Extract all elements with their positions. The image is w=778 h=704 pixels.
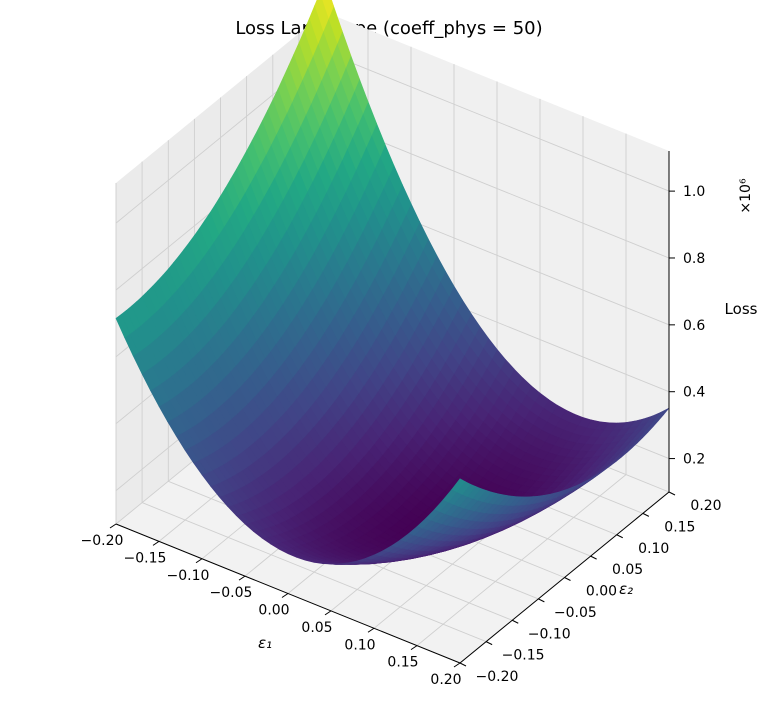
x-tick-label: −0.05: [210, 585, 253, 601]
surface-plot: [115, 0, 670, 565]
y-tick-mark: [564, 577, 571, 581]
x-tick-label: −0.10: [167, 568, 210, 584]
x-tick-label: 0.05: [301, 620, 332, 636]
z-tick-label: 1.0: [683, 184, 705, 200]
x-tick-mark: [238, 575, 246, 581]
y-tick-label: −0.20: [476, 669, 519, 685]
gridline-y: [141, 161, 487, 643]
x-tick-mark: [367, 627, 375, 633]
gridline-y: [167, 140, 513, 621]
x-tick-label: 0.15: [387, 655, 418, 671]
z-tick-label: 0.8: [683, 251, 705, 267]
x-tick-label: −0.15: [124, 550, 167, 566]
x-tick-mark: [195, 558, 203, 564]
x-axis-line: [115, 523, 461, 664]
y-tick-mark: [590, 555, 597, 560]
x-tick-mark: [453, 662, 461, 668]
x-tick-mark: [109, 523, 117, 529]
z-axis-label: Loss: [725, 300, 758, 318]
y-tick-mark: [459, 662, 467, 667]
y-tick-label: 0.20: [690, 498, 721, 514]
z-tick-label: 0.6: [683, 318, 705, 334]
x-tick-label: −0.20: [81, 533, 124, 549]
surface-patch: [115, 314, 131, 338]
x-tick-mark: [324, 610, 332, 616]
y-tick-mark: [616, 534, 623, 539]
y-tick-mark: [512, 619, 519, 624]
y-tick-mark: [538, 598, 545, 603]
x-tick-label: 0.00: [258, 603, 289, 619]
y-tick-mark: [642, 512, 650, 517]
y-tick-label: 0.00: [586, 584, 617, 600]
x-tick-label: 0.20: [430, 672, 461, 688]
y-tick-mark: [485, 641, 493, 646]
z-tick-label: 0.4: [683, 385, 705, 401]
y-tick-label: −0.05: [554, 605, 597, 621]
axis-ticks: −0.20−0.15−0.10−0.050.000.050.100.150.20…: [81, 151, 722, 688]
x-tick-mark: [281, 593, 289, 598]
y-axis-line: [459, 491, 670, 664]
x-tick-mark: [410, 645, 418, 651]
y-axis-label: ε₂: [619, 580, 633, 598]
x-tick-mark: [152, 540, 160, 546]
y-tick-label: −0.15: [502, 648, 545, 664]
z-axis-multiplier: ×10⁶: [738, 178, 754, 214]
z-tick-label: 0.2: [683, 452, 705, 468]
y-tick-label: 0.10: [638, 541, 669, 557]
x-tick-label: 0.10: [344, 637, 375, 653]
y-tick-label: −0.10: [528, 626, 571, 642]
chart-title: Loss Landscape (coeff_phys = 50): [235, 18, 542, 39]
y-tick-label: 0.05: [612, 562, 643, 578]
y-tick-mark: [668, 491, 676, 496]
y-tick-label: 0.15: [664, 519, 695, 535]
x-axis-label: ε₁: [258, 634, 272, 652]
